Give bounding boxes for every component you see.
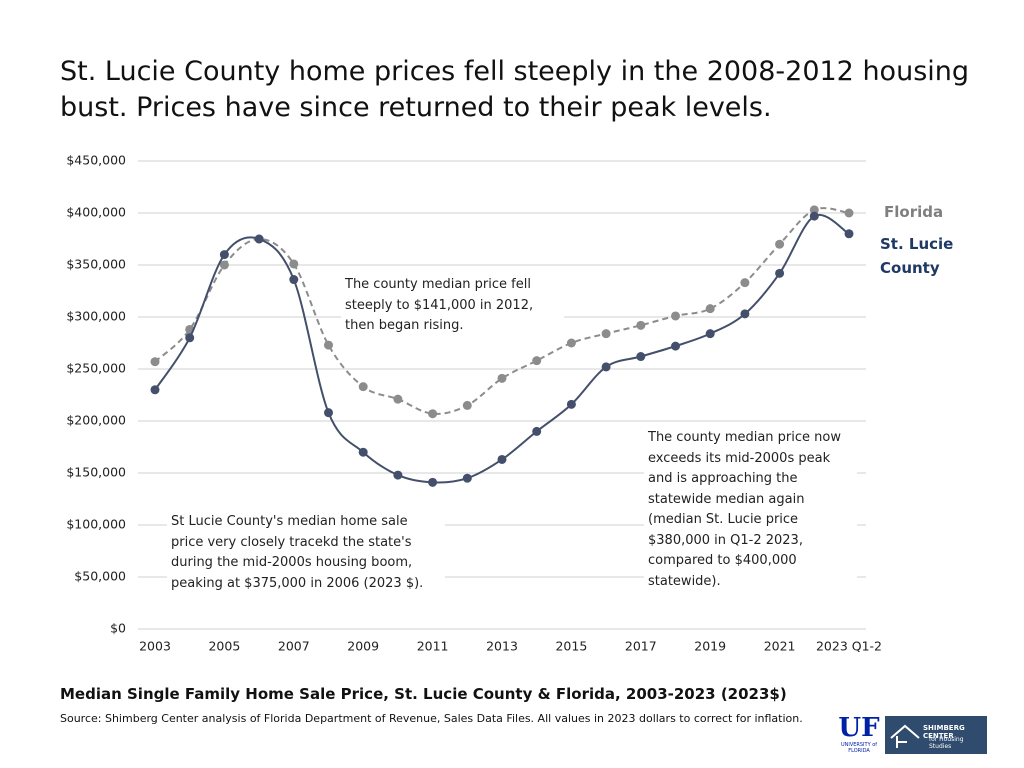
data-point — [254, 234, 264, 244]
data-point — [636, 352, 646, 362]
data-point — [775, 239, 785, 249]
x-tick-label: 2017 — [625, 639, 657, 654]
data-point — [671, 341, 680, 351]
x-tick-label: 2013 — [486, 639, 518, 654]
y-tick-label: $150,000 — [66, 465, 126, 480]
data-point — [462, 473, 472, 483]
y-tick-label: $450,000 — [66, 153, 126, 168]
data-point — [219, 250, 229, 260]
data-point — [393, 470, 403, 480]
data-point — [150, 385, 160, 395]
x-tick-label: 2007 — [278, 639, 310, 654]
x-tick-label: 2015 — [555, 639, 587, 654]
data-point — [740, 309, 750, 319]
y-tick-label: $300,000 — [66, 309, 126, 324]
x-tick-label: 2003 — [139, 639, 171, 654]
data-point — [358, 447, 368, 457]
y-tick-label: $100,000 — [66, 517, 126, 532]
data-point — [428, 477, 438, 487]
data-point — [809, 211, 819, 221]
data-point — [844, 229, 854, 239]
x-tick-label: 2023 Q1-2 — [816, 639, 882, 654]
y-tick-label: $350,000 — [66, 257, 126, 272]
data-point — [671, 311, 680, 321]
data-point — [601, 329, 611, 339]
data-point — [150, 357, 160, 367]
house-icon — [890, 724, 920, 748]
data-point — [705, 329, 715, 339]
data-point — [185, 333, 195, 343]
data-point — [740, 278, 750, 288]
data-point — [601, 362, 611, 372]
y-tick-label: $200,000 — [66, 413, 126, 428]
data-point — [358, 382, 368, 392]
data-point — [324, 340, 333, 350]
data-point — [636, 320, 646, 330]
data-point — [393, 394, 403, 404]
data-point — [219, 260, 229, 270]
y-tick-label: $0 — [110, 621, 126, 636]
shimberg-text: SHIMBERG CENTER — [923, 724, 965, 740]
series-line — [154, 213, 850, 484]
data-point — [289, 259, 299, 269]
data-point — [497, 454, 507, 464]
x-tick-label: 2011 — [417, 639, 449, 654]
source: Source: Shimberg Center analysis of Flor… — [60, 712, 803, 725]
x-tick-label: 2021 — [764, 639, 796, 654]
shimberg-logo: SHIMBERG CENTER for Housing Studies — [885, 716, 987, 754]
annotation: St Lucie County's median home sale price… — [167, 510, 445, 596]
x-tick-label: 2005 — [208, 639, 240, 654]
data-point — [462, 400, 472, 410]
x-tick-label: 2009 — [347, 639, 379, 654]
data-point — [566, 399, 576, 409]
data-point — [532, 426, 542, 436]
data-point — [705, 304, 715, 314]
shimberg-sub: for Housing Studies — [929, 736, 964, 750]
y-tick-label: $250,000 — [66, 361, 126, 376]
uf-sub: UNIVERSITY of FLORIDA — [840, 742, 878, 754]
series-label: Florida — [884, 203, 944, 221]
uf-text: UF — [838, 713, 880, 743]
data-point — [497, 373, 507, 383]
data-point — [532, 356, 542, 366]
data-point — [844, 208, 854, 218]
y-tick-label: $400,000 — [66, 205, 126, 220]
annotation: The county median price now exceeds its … — [644, 426, 857, 594]
data-point — [324, 408, 333, 418]
data-point — [775, 268, 785, 278]
data-point — [289, 275, 299, 285]
chart-title: Median Single Family Home Sale Price, St… — [60, 685, 787, 703]
uf-logo: UF UNIVERSITY of FLORIDA — [838, 714, 880, 756]
data-point — [809, 205, 819, 215]
headline: St. Lucie County home prices fell steepl… — [60, 56, 970, 123]
y-tick-label: $50,000 — [74, 569, 126, 584]
series-label: St. Lucie County — [880, 235, 954, 277]
data-point — [566, 338, 576, 348]
x-tick-label: 2019 — [694, 639, 726, 654]
annotation: The county median price fell steeply to … — [341, 273, 564, 339]
data-point — [428, 409, 438, 419]
